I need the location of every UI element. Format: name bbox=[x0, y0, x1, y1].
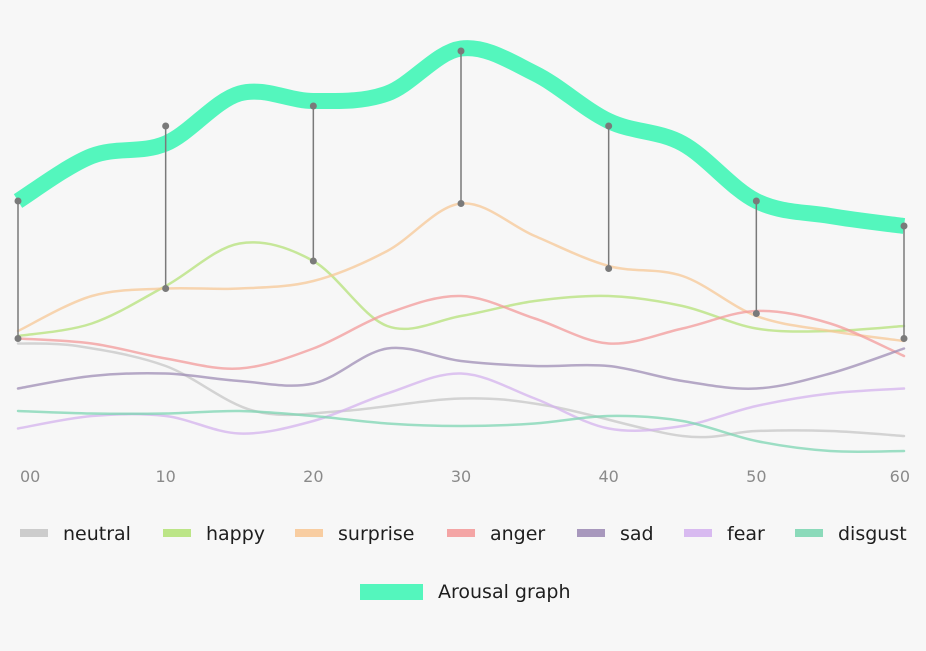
legend-label-fear: fear bbox=[727, 523, 765, 545]
x-tick-label: 60 bbox=[890, 467, 910, 486]
x-tick-label: 50 bbox=[746, 467, 766, 486]
legend-swatch-neutral bbox=[20, 529, 48, 537]
emotion-series-group bbox=[16, 202, 906, 454]
series-line-surprise bbox=[16, 202, 906, 343]
connector-top-point bbox=[309, 102, 317, 110]
series-line-anger bbox=[16, 294, 906, 370]
connector-top-point bbox=[162, 122, 170, 130]
series-line-neutral bbox=[16, 342, 906, 439]
x-axis: 00 10 20 30 40 50 60 bbox=[20, 467, 910, 486]
legend-label-neutral: neutral bbox=[63, 523, 131, 545]
connector-top-point bbox=[752, 197, 760, 205]
connector-top-point bbox=[605, 122, 613, 130]
legend: neutral happy surprise anger sad fear disgust A… bbox=[20, 523, 907, 603]
connector-bottom-point bbox=[900, 335, 908, 342]
connector-bottom-point bbox=[309, 257, 317, 265]
legend-swatch-arousal bbox=[360, 584, 423, 600]
legend-label-arousal: Arousal graph bbox=[438, 581, 571, 603]
connector-bottom-point bbox=[752, 310, 760, 317]
legend-swatch-surprise bbox=[295, 529, 323, 537]
connector-top-point bbox=[900, 222, 908, 230]
x-tick-label: 20 bbox=[303, 467, 323, 486]
legend-label-surprise: surprise bbox=[338, 523, 415, 545]
connector-bottom-point bbox=[14, 335, 22, 342]
connector-bottom-point bbox=[605, 265, 613, 272]
x-tick-label: 30 bbox=[451, 467, 471, 486]
x-tick-label: 40 bbox=[598, 467, 618, 486]
connector-group bbox=[14, 47, 908, 342]
connector-top-point bbox=[457, 47, 465, 55]
legend-swatch-fear bbox=[684, 529, 712, 537]
series-line-sad bbox=[16, 346, 906, 390]
legend-label-happy: happy bbox=[206, 523, 265, 545]
legend-swatch-sad bbox=[577, 529, 605, 537]
legend-swatch-happy bbox=[163, 529, 191, 537]
connector-bottom-point bbox=[162, 285, 170, 292]
x-tick-label: 10 bbox=[155, 467, 175, 486]
connector-top-point bbox=[14, 197, 22, 205]
series-line-fear bbox=[16, 372, 906, 435]
legend-swatch-disgust bbox=[795, 529, 823, 537]
legend-label-sad: sad bbox=[620, 523, 654, 545]
x-tick-label: 00 bbox=[20, 467, 40, 486]
legend-swatch-anger bbox=[447, 529, 475, 537]
legend-label-disgust: disgust bbox=[838, 523, 907, 545]
series-line-disgust bbox=[16, 409, 906, 454]
legend-label-anger: anger bbox=[490, 523, 545, 545]
connector-bottom-point bbox=[457, 200, 465, 207]
